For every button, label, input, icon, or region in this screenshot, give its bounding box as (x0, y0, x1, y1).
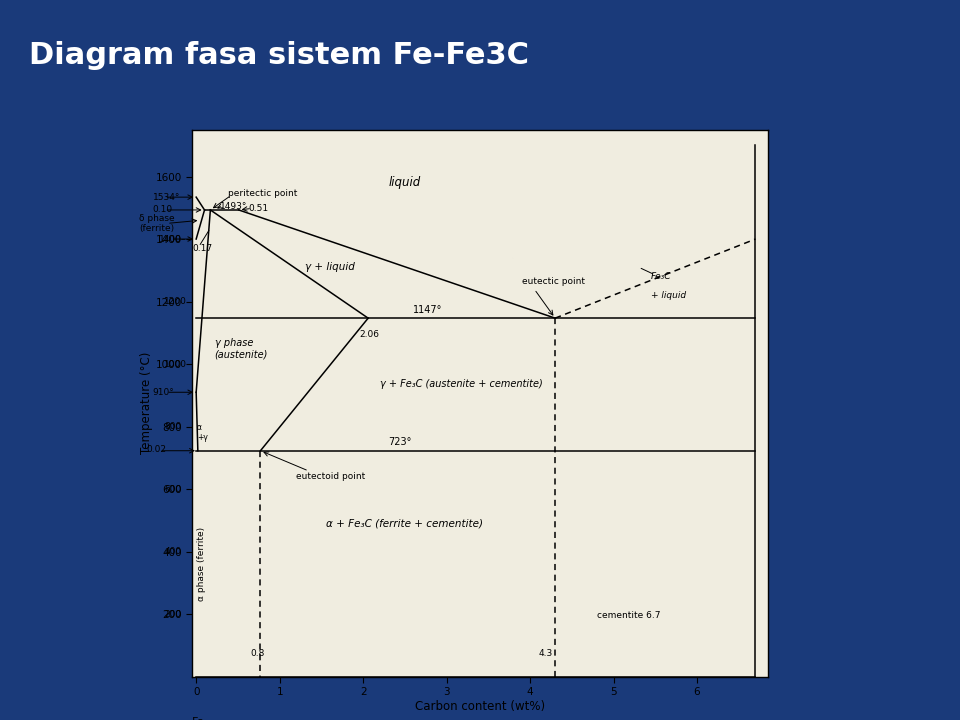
Text: 0.02: 0.02 (146, 445, 166, 454)
Text: 200: 200 (164, 610, 181, 618)
Text: 4.3: 4.3 (539, 649, 553, 658)
Text: 1493°: 1493° (220, 202, 247, 211)
Text: 723°: 723° (388, 436, 412, 446)
Text: 1200: 1200 (164, 297, 187, 306)
Text: 1147°: 1147° (413, 305, 443, 315)
Text: α + Fe₃C (ferrite + cementite): α + Fe₃C (ferrite + cementite) (326, 518, 484, 528)
X-axis label: Carbon content (wt%): Carbon content (wt%) (415, 700, 545, 713)
Text: 1534°: 1534° (153, 193, 180, 202)
Text: cementite 6.7: cementite 6.7 (597, 611, 660, 621)
Text: Diagram fasa sistem Fe-Fe3C: Diagram fasa sistem Fe-Fe3C (29, 41, 529, 70)
Text: 800: 800 (164, 422, 181, 431)
Text: 0.17: 0.17 (192, 244, 212, 253)
Y-axis label: Temperature (°C): Temperature (°C) (139, 352, 153, 454)
Text: γ phase
(austenite): γ phase (austenite) (214, 338, 268, 359)
Text: 910°: 910° (153, 388, 175, 397)
Text: 1400–: 1400– (158, 235, 186, 243)
Text: 0.8: 0.8 (251, 649, 265, 658)
Text: + liquid: + liquid (651, 291, 686, 300)
Text: α phase (ferrite): α phase (ferrite) (197, 527, 206, 601)
Text: eutectic point: eutectic point (521, 277, 585, 286)
Text: peritectic point: peritectic point (228, 189, 298, 198)
Text: 0.10: 0.10 (153, 205, 173, 215)
Text: 1000: 1000 (164, 359, 187, 369)
Text: 0.51: 0.51 (248, 204, 268, 213)
Text: eutectoid point: eutectoid point (297, 472, 366, 481)
Text: Fe: Fe (192, 717, 204, 720)
Text: liquid: liquid (389, 176, 421, 189)
Text: γ + liquid: γ + liquid (305, 262, 354, 272)
Text: 2.06: 2.06 (359, 330, 379, 339)
Text: 400: 400 (164, 547, 181, 557)
Text: γ + Fe₃C (austenite + cementite): γ + Fe₃C (austenite + cementite) (380, 379, 542, 390)
Text: 600: 600 (164, 485, 181, 494)
Text: δ phase
(ferrite): δ phase (ferrite) (139, 214, 175, 233)
Text: Fe₃C: Fe₃C (651, 272, 672, 281)
Text: α
+γ: α +γ (197, 423, 208, 442)
